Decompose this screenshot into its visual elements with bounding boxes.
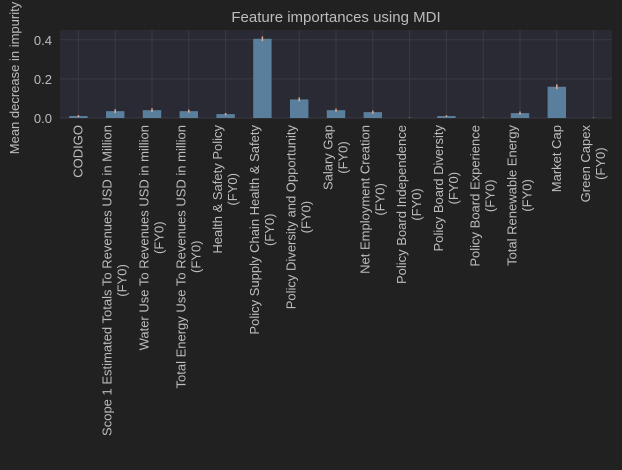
bar <box>326 110 346 118</box>
x-tick-label-line: Green Capex <box>578 125 593 203</box>
y-axis-ticks: 0.0 0.2 0.4 <box>34 33 52 126</box>
x-tick-label-line: (FY0) <box>262 214 277 247</box>
x-tick-label-line: Policy Diversity and Opportunity <box>284 125 299 310</box>
x-tick-label-line: (FY0) <box>299 201 314 234</box>
bar <box>179 111 198 118</box>
bar <box>290 99 309 118</box>
x-tick-label: Scope 1 Estimated Totals To Revenues USD… <box>100 125 130 436</box>
x-tick-label-line: (FY0) <box>446 172 461 205</box>
x-tick-label-line: (FY0) <box>152 221 167 254</box>
x-tick-label: Total Renewable Energy(FY0) <box>505 125 535 266</box>
y-tick-label: 0.4 <box>34 33 52 48</box>
x-tick-label-line: Scope 1 Estimated Totals To Revenues USD… <box>100 125 115 436</box>
bar <box>142 110 162 118</box>
x-tick-label-line: Total Renewable Energy <box>505 125 520 266</box>
error-bars <box>77 36 595 118</box>
x-tick-label-line: Water Use To Revenues USD in million <box>137 125 152 350</box>
x-tick-label: CODIGO <box>70 125 85 178</box>
y-axis-label: Mean decrease in impurity <box>7 1 22 154</box>
x-tick-label: Health & Safety Policy(FY0) <box>210 125 240 254</box>
x-tick-label-line: Market Cap <box>549 125 564 192</box>
x-tick-label-line: (FY0) <box>593 147 608 180</box>
x-tick-label: Salary Gap(FY0) <box>321 125 351 190</box>
x-tick-label: Net Employment Creation(FY0) <box>357 125 387 274</box>
x-tick-label-line: Policy Supply Chain Health & Safety <box>247 125 262 335</box>
x-tick-label-line: Health & Safety Policy <box>210 125 225 254</box>
x-tick-label-line: (FY0) <box>483 180 498 213</box>
x-tick-label: Policy Diversity and Opportunity(FY0) <box>284 125 314 310</box>
x-tick-label-line: (FY0) <box>336 141 351 174</box>
bar <box>253 38 272 118</box>
x-tick-label-line: Policy Board Experience <box>468 125 483 267</box>
x-tick-label-line: (FY0) <box>372 183 387 216</box>
x-tick-label: Policy Board Diversity(FY0) <box>431 125 461 252</box>
bar <box>106 111 125 118</box>
y-tick-label: 0.2 <box>34 72 52 87</box>
x-tick-label-line: (FY0) <box>520 179 535 212</box>
x-tick-label-line: CODIGO <box>70 125 85 178</box>
x-tick-label: Policy Board Experience(FY0) <box>468 125 498 267</box>
x-tick-label-line: Policy Board Independence <box>394 125 409 284</box>
x-tick-label-line: Policy Board Diversity <box>431 125 446 252</box>
x-tick-label-line: (FY0) <box>115 264 130 297</box>
x-tick-label-line: (FY0) <box>188 241 203 274</box>
x-axis-ticks: CODIGO Scope 1 Estimated Totals To Revenu… <box>70 125 608 436</box>
x-tick-label-line: Total Energy Use To Revenues USD in mill… <box>173 125 188 389</box>
bar <box>216 114 235 118</box>
x-tick-label: Water Use To Revenues USD in million(FY0… <box>137 125 167 350</box>
bar <box>547 86 566 118</box>
x-tick-label: Green Capex(FY0) <box>578 125 608 203</box>
x-tick-label-line: Net Employment Creation <box>357 125 372 274</box>
x-tick-label-line: (FY0) <box>409 188 424 221</box>
bar <box>510 113 530 118</box>
x-tick-label: Policy Board Independence(FY0) <box>394 125 424 284</box>
bar <box>363 112 382 118</box>
y-tick-label: 0.0 <box>34 111 52 126</box>
bar <box>437 116 456 118</box>
bars <box>69 38 566 118</box>
x-tick-label-line: (FY0) <box>225 173 240 206</box>
x-tick-label-line: Salary Gap <box>321 125 336 190</box>
chart-title: Feature importances using MDI <box>231 9 440 26</box>
x-tick-label: Total Energy Use To Revenues USD in mill… <box>173 125 203 389</box>
x-tick-label: Market Cap <box>549 125 564 192</box>
x-tick-label: Policy Supply Chain Health & Safety(FY0) <box>247 125 277 335</box>
